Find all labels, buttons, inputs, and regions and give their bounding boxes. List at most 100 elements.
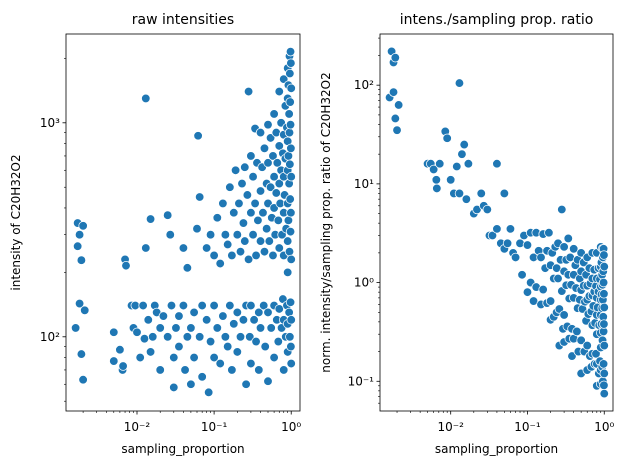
left-axes-frame (65, 33, 301, 412)
x-tick-label: 10⁻¹ (201, 420, 228, 434)
scatter-point (121, 260, 131, 271)
scatter-point (254, 365, 264, 375)
scatter-point (273, 215, 283, 226)
scatter-point (145, 214, 156, 224)
scatter-point (559, 242, 569, 252)
scatter-point (195, 192, 205, 202)
scatter-point (263, 158, 273, 168)
scatter-point (197, 372, 207, 382)
scatter-point (246, 208, 256, 218)
scatter-point (220, 230, 231, 240)
scatter-point (463, 159, 474, 169)
scatter-point (563, 233, 573, 244)
scatter-point (227, 250, 237, 261)
scatter-point (76, 349, 87, 359)
scatter-point (559, 310, 569, 320)
scatter-point (163, 210, 173, 220)
scatter-point (388, 87, 399, 97)
scatter-point (205, 336, 216, 347)
scatter-point (285, 97, 295, 107)
scatter-point (232, 307, 242, 318)
scatter-point (70, 323, 81, 333)
scatter-point (283, 267, 293, 278)
scatter-point (502, 238, 513, 248)
scatter-point (273, 336, 283, 347)
scatter-point (209, 300, 219, 311)
scatter-point (538, 284, 548, 295)
scatter-point (241, 379, 251, 389)
scatter-point (517, 270, 527, 280)
scatter-point (212, 213, 222, 223)
scatter-point (235, 246, 246, 257)
y-tick-label: 10² (40, 330, 60, 344)
scatter-point (74, 298, 85, 309)
scatter-point (271, 188, 281, 198)
scatter-point (251, 336, 261, 347)
scatter-point (229, 208, 239, 218)
right-scatter-panel: intens./sampling prop. ratio sampling_pr… (319, 12, 614, 456)
scatter-point (492, 224, 502, 234)
scatter-point (238, 218, 249, 228)
scatter-point (248, 172, 258, 182)
scatter-point (255, 127, 266, 138)
scatter-point (215, 258, 225, 269)
scatter-point (76, 255, 87, 265)
scatter-point (130, 300, 140, 311)
scatter-point (255, 323, 266, 333)
scatter-point (599, 319, 609, 329)
right-y-axis-label: norm. intensity/sampling prop. ratio of … (319, 72, 333, 372)
scatter-point (283, 236, 293, 246)
scatter-point (251, 250, 261, 261)
scatter-point (234, 198, 244, 209)
scatter-point (599, 289, 609, 299)
x-tick-label: 10⁻¹ (514, 420, 541, 434)
scatter-point (255, 236, 266, 246)
scatter-point (569, 244, 579, 254)
scatter-point (182, 263, 193, 273)
scatter-point (182, 332, 193, 342)
scatter-point (274, 141, 284, 151)
scatter-point (195, 332, 205, 342)
scatter-point (284, 246, 295, 257)
scatter-point (72, 241, 83, 251)
scatter-point (286, 358, 296, 369)
scatter-point (74, 230, 85, 240)
scatter-point (209, 250, 219, 261)
scatter-point (285, 68, 295, 79)
scatter-point (279, 365, 289, 375)
scatter-point (223, 341, 233, 352)
scatter-point (285, 226, 296, 237)
right-axes-frame (379, 33, 614, 412)
scatter-point (599, 368, 609, 379)
scatter-point (225, 182, 235, 192)
scatter-point (544, 228, 554, 238)
y-tick-label: 10² (354, 78, 374, 92)
y-tick-label: 10³ (40, 116, 60, 130)
scatter-point (189, 307, 199, 318)
scatter-point (390, 113, 400, 124)
x-tick-label: 10⁻² (437, 420, 464, 434)
scatter-point (269, 172, 279, 182)
scatter-point (459, 139, 469, 150)
scatter-point (245, 332, 255, 342)
scatter-point (254, 307, 264, 318)
right-x-axis-label: sampling_proportion (435, 442, 558, 456)
scatter-point (80, 305, 90, 315)
scatter-point (285, 159, 295, 169)
scatter-point (274, 243, 284, 253)
scatter-point (454, 188, 465, 199)
scatter-point (250, 198, 260, 209)
scatter-point (115, 345, 125, 355)
scatter-point (591, 349, 601, 359)
scatter-point (461, 194, 472, 204)
scatter-point (139, 333, 150, 344)
scatter-point (246, 358, 256, 369)
scatter-point (557, 204, 567, 215)
scatter-point (193, 131, 203, 141)
scatter-point (492, 159, 502, 169)
scatter-point (454, 78, 465, 88)
scatter-point (174, 311, 184, 321)
scatter-point (223, 239, 233, 250)
scatter-point (274, 178, 284, 189)
